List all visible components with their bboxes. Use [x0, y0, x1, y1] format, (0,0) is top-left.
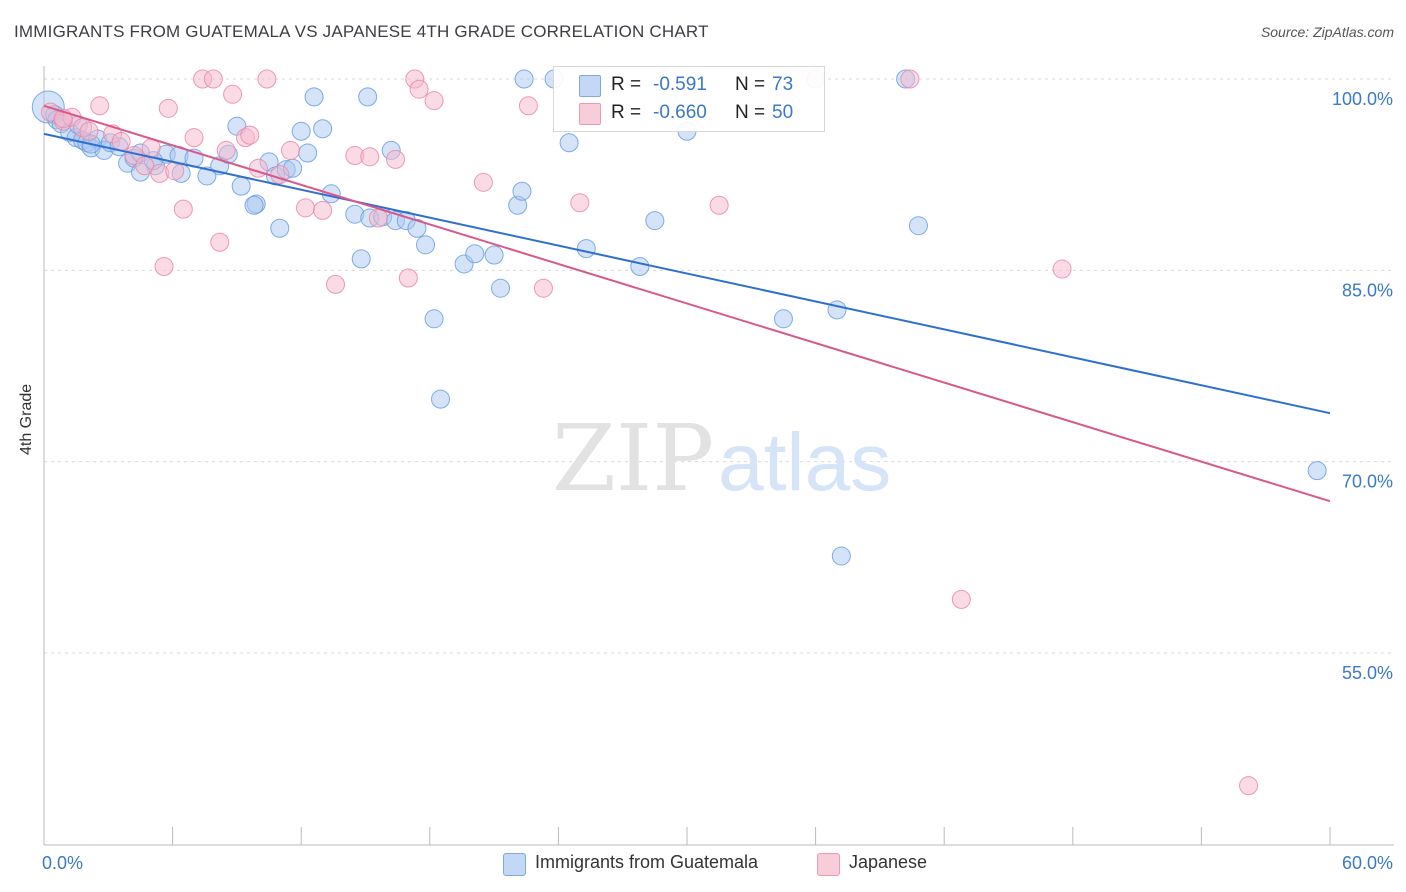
data-point — [368, 208, 388, 228]
r-label: R = — [611, 74, 642, 95]
chart-source: Source: ZipAtlas.com — [1260, 24, 1394, 40]
watermark-zip: ZIP — [552, 405, 714, 512]
axis-layer — [43, 66, 1394, 846]
trend-line-guatemala — [43, 132, 1331, 415]
x-tick-label: 0.0% — [42, 853, 83, 873]
data-point — [210, 232, 230, 252]
data-point — [298, 143, 318, 163]
data-point — [416, 235, 436, 255]
data-point — [216, 140, 236, 160]
data-point — [559, 133, 579, 153]
data-point — [203, 69, 223, 89]
data-point — [223, 84, 243, 104]
data-point — [313, 200, 333, 220]
data-point — [518, 96, 538, 116]
data-point — [79, 121, 99, 141]
r-label: R = — [611, 102, 642, 123]
data-point — [244, 195, 264, 215]
legend-swatch-japanese — [579, 103, 601, 125]
y-axis-label: 4th Grade — [18, 383, 35, 455]
y-tick-label: 85.0% — [1342, 280, 1393, 300]
correlation-legend: R = -0.591 N = 73 R = -0.660 N = 50 — [553, 66, 825, 132]
data-point — [240, 125, 260, 145]
data-point — [313, 119, 333, 139]
data-point — [951, 589, 971, 609]
data-point — [386, 149, 406, 169]
r-value: -0.591 — [653, 74, 707, 95]
data-point — [514, 69, 534, 89]
data-point — [111, 132, 131, 152]
n-label: N = — [735, 74, 766, 95]
data-point — [257, 69, 277, 89]
data-point — [709, 195, 729, 215]
watermark-atlas: atlas — [718, 417, 891, 508]
data-point — [1052, 259, 1072, 279]
data-point — [295, 198, 315, 218]
data-point — [90, 96, 110, 116]
data-point — [424, 91, 444, 111]
series-japanese — [40, 69, 1259, 796]
watermark: ZIP atlas — [552, 405, 891, 512]
data-point — [831, 546, 851, 566]
data-point — [484, 245, 504, 265]
chart-title: IMMIGRANTS FROM GUATEMALA VS JAPANESE 4T… — [14, 22, 709, 41]
trend-layer — [43, 104, 1331, 503]
data-point — [360, 147, 380, 167]
data-point — [154, 257, 174, 277]
tick-label-layer: 100.0% 85.0% 70.0% 55.0% 0.0% 60.0% — [42, 89, 1393, 873]
legend-label-guatemala: Immigrants from Guatemala — [535, 852, 759, 872]
data-point — [431, 389, 451, 409]
data-point — [645, 211, 665, 231]
data-point — [512, 181, 532, 201]
legend-swatch-guatemala — [579, 75, 601, 97]
data-point — [1307, 461, 1327, 481]
data-point — [409, 79, 429, 99]
data-point — [1239, 776, 1259, 796]
data-point — [398, 268, 418, 288]
y-tick-label: 100.0% — [1332, 89, 1393, 109]
data-point — [424, 309, 444, 329]
data-point — [158, 98, 178, 118]
legend-label-japanese: Japanese — [849, 852, 928, 872]
n-label: N = — [735, 102, 766, 123]
data-point — [630, 257, 650, 277]
data-point — [351, 249, 371, 269]
n-value: 50 — [772, 102, 794, 123]
data-point — [900, 69, 920, 89]
data-point — [473, 172, 493, 192]
legend-swatch-guatemala — [503, 853, 526, 876]
data-point — [270, 218, 290, 238]
data-point — [325, 274, 345, 294]
data-point — [570, 193, 590, 213]
y-tick-label: 55.0% — [1342, 663, 1393, 683]
data-point — [231, 176, 251, 196]
data-point — [358, 87, 378, 107]
grid-layer — [44, 78, 1394, 654]
data-point — [291, 121, 311, 141]
data-point — [773, 309, 793, 329]
trend-line-japanese — [43, 104, 1331, 503]
data-point — [533, 278, 553, 298]
legend-swatch-japanese — [817, 853, 840, 876]
x-tick-label: 60.0% — [1342, 853, 1393, 873]
data-point — [465, 244, 485, 264]
data-point — [197, 166, 217, 186]
y-tick-label: 70.0% — [1342, 472, 1393, 492]
data-point — [184, 128, 204, 148]
data-point — [576, 239, 596, 259]
n-value: 73 — [772, 74, 794, 95]
data-point — [491, 278, 511, 298]
data-point — [280, 140, 300, 160]
series-legend: Immigrants from Guatemala Japanese — [0, 852, 1406, 878]
data-point — [908, 216, 928, 236]
data-point — [407, 218, 427, 238]
data-point — [827, 300, 847, 320]
data-point — [173, 199, 193, 219]
data-point — [304, 87, 324, 107]
r-value: -0.660 — [653, 102, 707, 123]
